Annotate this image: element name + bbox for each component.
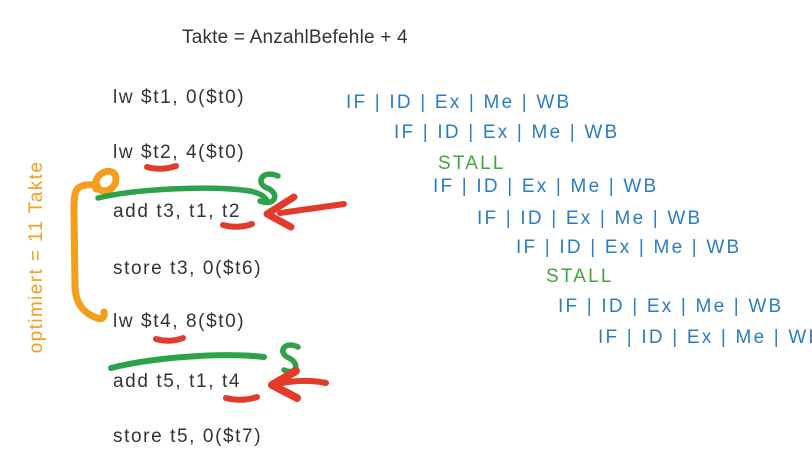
instruction-lw-t2: lw $t2, 4($t0): [113, 142, 246, 163]
red-arrowhead: [263, 193, 298, 231]
pipeline-row-5: IF | ID | Ex | Me | WB: [516, 237, 742, 258]
red-arrowhead: [268, 367, 301, 402]
instruction-lw-t4: lw $t4, 8($t0): [113, 311, 246, 332]
instruction-store-t5: store t5, 0($t7): [113, 426, 263, 447]
red-underline-t4-add: [223, 394, 260, 403]
instruction-add-t5: add t5, t1, t4: [113, 371, 242, 392]
red-underline-t4-lw: [153, 335, 186, 344]
instruction-lw-t1: lw $t1, 0($t0): [113, 87, 246, 108]
stall-row-1: STALL: [438, 153, 506, 174]
orange-bracket-loop: [92, 167, 120, 195]
pipeline-row-2: IF | ID | Ex | Me | WB: [394, 122, 620, 143]
instruction-add-t3: add t3, t1, t2: [113, 201, 242, 222]
red-arrow-add-t5: [268, 367, 329, 402]
green-squiggle-add-t3: [257, 171, 281, 206]
pipeline-row-1: IF | ID | Ex | Me | WB: [346, 92, 572, 113]
pipeline-row-6: IF | ID | Ex | Me | WB: [558, 296, 784, 317]
pipeline-row-4: IF | ID | Ex | Me | WB: [477, 208, 703, 229]
red-arrow-add-t3: [263, 193, 347, 231]
orange-bracket: [70, 167, 120, 323]
red-arrow-shaft: [275, 377, 329, 387]
optimized-cycles-label: optimiert = 11 Takte: [26, 160, 47, 354]
stall-row-2: STALL: [546, 266, 614, 287]
pipeline-row-3: IF | ID | Ex | Me | WB: [433, 176, 659, 197]
red-underline-t2-lw: [144, 163, 179, 172]
green-squiggle-add-t5: [280, 342, 301, 375]
green-dependency-line-add-t5: [108, 352, 267, 371]
formula-title: Takte = AnzahlBefehle + 4: [182, 27, 408, 48]
orange-bracket-arm: [70, 181, 108, 323]
instruction-store-t3: store t3, 0($t6): [113, 258, 263, 279]
pipeline-row-7: IF | ID | Ex | Me | WB: [598, 327, 812, 348]
red-arrow-shaft: [277, 201, 347, 216]
